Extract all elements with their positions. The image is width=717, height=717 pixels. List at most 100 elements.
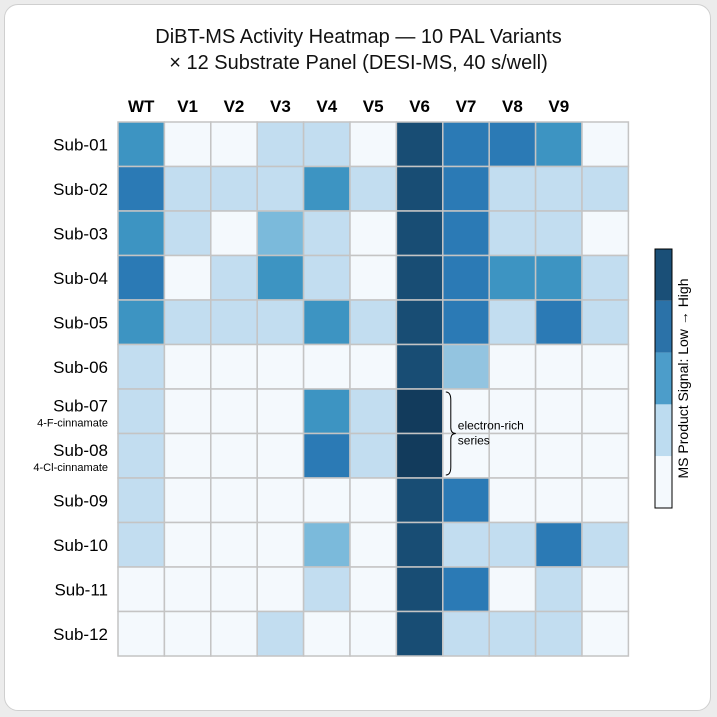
heatmap-cell-r6-c10 [534, 343, 583, 390]
column-label-6: V5 [363, 97, 384, 116]
heatmap-cell-r1-c2 [163, 121, 212, 168]
heatmap-cell-r9-c9 [488, 477, 537, 524]
heatmap-cell-r4-c11 [581, 254, 630, 301]
heatmap-cell-r6-c6 [349, 343, 398, 390]
row-label-4: Sub-04 [53, 269, 108, 288]
heatmap-cell-r12-c7 [395, 610, 444, 657]
row-label-3: Sub-03 [53, 224, 108, 243]
heatmap-cell-r5-c11 [581, 299, 630, 346]
heatmap-cell-r6-c9 [488, 343, 537, 390]
heatmap-cell-r10-c5 [302, 521, 351, 568]
heatmap-cell-r4-c4 [256, 254, 305, 301]
colorbar-segment-5 [655, 456, 672, 508]
heatmap-cell-r2-c10 [534, 165, 583, 212]
heatmap-cell-r8-c9 [488, 432, 537, 479]
heatmap-cell-r10-c2 [163, 521, 212, 568]
row-label-11: Sub-11 [54, 580, 108, 599]
heatmap-cell-r6-c2 [163, 343, 212, 390]
heatmap-cell-r10-c9 [488, 521, 537, 568]
heatmap-cell-r8-c3 [210, 432, 258, 479]
heatmap-cell-r8-c11 [581, 432, 630, 479]
heatmap-cell-r4-c9 [488, 254, 537, 301]
row-sublabel-8: 4-Cl-cinnamate [33, 462, 108, 474]
heatmap-cell-r10-c8 [442, 521, 490, 568]
heatmap-cell-r10-c1 [117, 521, 166, 568]
heatmap-cell-r5-c7 [395, 299, 444, 346]
row-label-12: Sub-12 [53, 625, 108, 644]
colorbar-segment-3 [655, 352, 672, 405]
row-sublabel-7: 4-F-cinnamate [37, 417, 108, 429]
heatmap-cell-r1-c4 [256, 121, 305, 168]
heatmap-cell-r3-c3 [210, 210, 258, 257]
heatmap-cell-r2-c2 [163, 165, 212, 212]
heatmap-cell-r11-c4 [256, 566, 305, 613]
heatmap-cell-r7-c10 [534, 388, 583, 435]
heatmap-cell-r9-c10 [534, 477, 583, 524]
heatmap-cell-r9-c7 [395, 477, 444, 524]
heatmap-cell-r12-c10 [534, 610, 583, 657]
heatmap-cell-r10-c11 [581, 521, 630, 568]
heatmap-cell-r1-c6 [349, 121, 398, 168]
annotation-text-line-2: series [458, 434, 490, 448]
column-label-5: V4 [316, 97, 337, 116]
heatmap-cell-r9-c3 [210, 477, 258, 524]
column-label-9: V8 [502, 97, 523, 116]
heatmap-cell-r11-c1 [117, 566, 166, 613]
heatmap-cell-r6-c11 [581, 343, 630, 390]
annotation-bracket [445, 391, 456, 476]
heatmap-cell-r2-c5 [302, 165, 351, 212]
heatmap-cell-r7-c7 [395, 388, 444, 435]
heatmap-cell-r5-c1 [117, 299, 166, 346]
heatmap-cell-r1-c5 [302, 121, 351, 168]
heatmap-cell-r2-c3 [210, 165, 258, 212]
heatmap-cell-r8-c5 [302, 432, 351, 479]
heatmap-cell-r8-c1 [117, 432, 166, 479]
heatmap-cell-r7-c6 [349, 388, 398, 435]
heatmap-cell-r8-c10 [534, 432, 583, 479]
heatmap-cell-r2-c11 [581, 165, 630, 212]
colorbar-border [654, 248, 673, 509]
heatmap-cell-r11-c2 [163, 566, 212, 613]
column-label-1: WT [128, 97, 155, 116]
heatmap-cell-r3-c1 [117, 210, 166, 257]
heatmap-cell-r8-c7 [395, 432, 444, 479]
heatmap-cell-r12-c11 [581, 610, 630, 657]
chart-subtitle: × 12 Substrate Panel (DESI-MS, 40 s/well… [169, 52, 548, 74]
heatmap-cell-r9-c6 [349, 477, 398, 524]
heatmap-cell-r5-c2 [163, 299, 212, 346]
heatmap-cell-r7-c3 [210, 388, 258, 435]
heatmap-cell-r7-c11 [581, 388, 630, 435]
heatmap-cell-r9-c4 [256, 477, 305, 524]
heatmap-cell-r12-c2 [163, 610, 212, 657]
heatmap-cell-r12-c3 [210, 610, 258, 657]
heatmap-cell-r9-c8 [442, 477, 490, 524]
heatmap-cell-r3-c5 [302, 210, 351, 257]
heatmap-cell-r4-c8 [442, 254, 490, 301]
heatmap-cell-r10-c10 [534, 521, 583, 568]
heatmap-cell-r3-c11 [581, 210, 630, 257]
heatmap-cell-r11-c8 [442, 566, 490, 613]
heatmap-cell-r4-c7 [395, 254, 444, 301]
heatmap-cell-r5-c6 [349, 299, 398, 346]
heatmap-cell-r3-c8 [442, 210, 490, 257]
heatmap-cell-r7-c9 [488, 388, 537, 435]
heatmap-cell-r11-c11 [581, 566, 630, 613]
annotation-text-line-1: electron-rich [458, 419, 524, 433]
heatmap-cell-r5-c5 [302, 299, 351, 346]
heatmap-cell-r9-c2 [163, 477, 212, 524]
heatmap-cell-r1-c7 [395, 121, 444, 168]
heatmap-cell-r3-c6 [349, 210, 398, 257]
heatmap-cell-r2-c8 [442, 165, 490, 212]
column-label-8: V7 [456, 97, 477, 116]
heatmap-cell-r12-c6 [349, 610, 398, 657]
column-label-2: V1 [177, 97, 198, 116]
row-label-6: Sub-06 [53, 358, 108, 377]
column-label-10: V9 [548, 97, 569, 116]
heatmap-cell-r1-c8 [442, 121, 490, 168]
column-label-7: V6 [409, 97, 430, 116]
heatmap-cell-r11-c7 [395, 566, 444, 613]
heatmap-cell-r6-c1 [117, 343, 166, 390]
heatmap-cell-r8-c2 [163, 432, 212, 479]
heatmap-cell-r6-c4 [256, 343, 305, 390]
colorbar-label: MS Product Signal: Low → High [675, 279, 691, 479]
